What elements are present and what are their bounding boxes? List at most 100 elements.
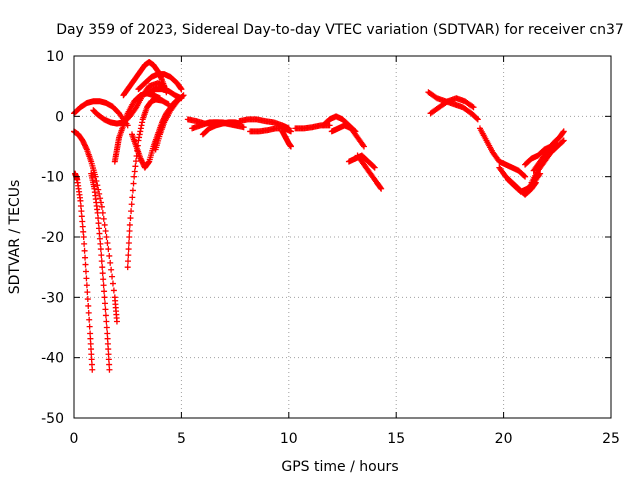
data-point xyxy=(88,346,95,353)
data-point xyxy=(88,356,95,363)
data-point xyxy=(87,330,94,337)
data-point xyxy=(371,164,378,171)
data-point xyxy=(128,201,135,208)
data-point xyxy=(108,266,115,273)
data-point xyxy=(129,187,136,194)
series-track-u xyxy=(328,122,367,150)
data-point xyxy=(84,289,91,296)
data-point xyxy=(124,264,131,271)
data-point xyxy=(326,122,333,129)
series-track-a xyxy=(71,98,131,129)
data-point xyxy=(104,335,111,342)
data-point xyxy=(130,180,137,187)
series-track-z xyxy=(476,125,529,180)
series-track-l xyxy=(88,170,113,373)
data-point xyxy=(98,252,105,259)
data-point xyxy=(126,234,133,240)
y-axis-title: SDTVAR / TECUs xyxy=(7,180,23,295)
data-point xyxy=(86,323,93,330)
x-tick-label: 15 xyxy=(387,431,405,447)
data-point xyxy=(86,316,93,323)
data-point xyxy=(559,138,566,145)
data-point xyxy=(473,115,480,122)
data-point xyxy=(127,215,134,222)
data-point xyxy=(100,215,107,222)
data-point xyxy=(128,208,135,215)
series-track-cc xyxy=(530,128,567,174)
series-track-dd xyxy=(528,137,567,186)
data-point xyxy=(105,351,112,358)
data-point xyxy=(95,220,102,227)
data-point xyxy=(98,258,105,265)
data-point xyxy=(95,186,102,193)
data-point xyxy=(103,318,110,325)
series-track-r xyxy=(279,128,294,150)
points-layer xyxy=(71,59,567,373)
data-point xyxy=(81,247,88,254)
data-point xyxy=(105,246,112,253)
data-point xyxy=(96,235,103,242)
series-track-bb xyxy=(504,170,544,195)
data-point xyxy=(105,346,112,353)
data-point xyxy=(109,280,116,287)
x-tick-label: 5 xyxy=(177,431,186,447)
data-point xyxy=(107,259,114,266)
data-point xyxy=(102,312,109,319)
series-track-t xyxy=(320,113,359,135)
y-tick-label: -10 xyxy=(41,170,64,186)
data-point xyxy=(101,221,108,228)
data-point xyxy=(80,228,87,235)
data-point xyxy=(106,361,113,368)
data-point xyxy=(84,296,91,303)
data-point xyxy=(378,185,385,192)
data-point xyxy=(87,340,94,347)
data-point xyxy=(77,197,84,204)
grid-layer xyxy=(74,56,611,418)
data-point xyxy=(94,209,101,216)
data-point xyxy=(126,227,133,234)
data-point xyxy=(125,252,132,259)
data-point xyxy=(88,361,95,368)
data-point xyxy=(474,116,481,123)
data-point xyxy=(179,93,186,100)
data-point xyxy=(469,103,476,110)
series-track-q xyxy=(247,125,294,135)
data-point xyxy=(83,275,90,282)
data-point xyxy=(85,302,92,309)
x-axis-title: GPS time / hours xyxy=(281,459,398,475)
data-point xyxy=(101,294,108,301)
data-point xyxy=(101,300,108,307)
data-point xyxy=(522,173,529,180)
data-point xyxy=(104,240,111,247)
data-point xyxy=(560,137,567,144)
data-point xyxy=(93,177,100,184)
data-point xyxy=(104,340,111,347)
chart-title: Day 359 of 2023, Sidereal Day-to-day VTE… xyxy=(56,22,624,38)
data-point xyxy=(85,309,92,316)
data-point xyxy=(97,195,104,202)
data-point xyxy=(126,221,133,228)
data-point xyxy=(103,234,110,240)
data-point xyxy=(92,173,99,180)
series-track-k xyxy=(72,170,96,373)
ticks-layer: 0 5 10 15 20 25 10 0 -10 -20 -30 -40 -50 xyxy=(41,49,620,447)
y-tick-label: -40 xyxy=(41,351,64,367)
data-point xyxy=(95,215,102,222)
data-point xyxy=(109,273,116,280)
data-point xyxy=(132,163,139,170)
data-point xyxy=(82,254,89,261)
data-point xyxy=(104,330,111,337)
series-track-f xyxy=(111,90,163,165)
data-point xyxy=(80,234,87,240)
data-point xyxy=(82,261,89,268)
x-tick-label: 10 xyxy=(280,431,298,447)
data-point xyxy=(101,288,108,295)
series-track-x xyxy=(425,89,481,123)
y-tick-label: 10 xyxy=(46,49,64,65)
data-point xyxy=(78,213,85,220)
data-point xyxy=(77,202,84,209)
data-point xyxy=(98,203,105,210)
data-point xyxy=(96,190,103,197)
data-point xyxy=(240,124,247,131)
